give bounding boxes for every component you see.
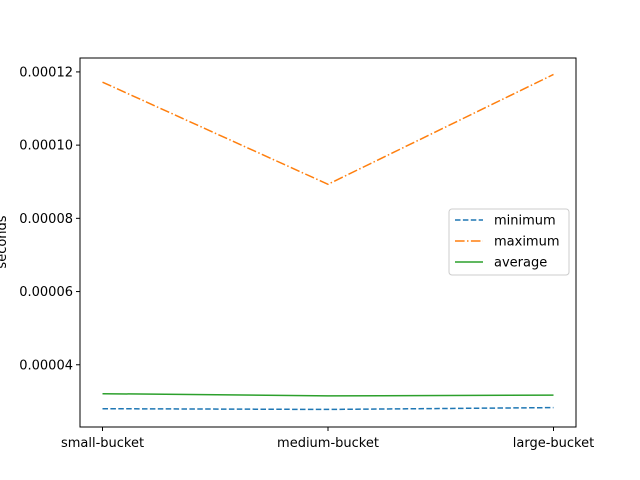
y-tick-label: 0.00008 <box>19 212 73 227</box>
legend-label-maximum: maximum <box>494 235 560 250</box>
y-axis: 0.00004 0.00006 0.00008 0.00010 0.00012 <box>19 65 80 373</box>
legend-label-minimum: minimum <box>494 214 556 229</box>
y-tick-label: 0.00006 <box>19 285 73 300</box>
x-tick-label: small-bucket <box>61 436 144 451</box>
x-tick-label: medium-bucket <box>277 436 379 451</box>
series-layer <box>102 73 554 411</box>
y-tick-label: 0.00004 <box>19 358 73 373</box>
legend-label-average: average <box>494 256 547 271</box>
x-tick-label: large-bucket <box>513 436 594 451</box>
x-axis: small-bucket medium-bucket large-bucket <box>61 427 594 451</box>
y-tick-label: 0.00012 <box>19 65 73 80</box>
y-axis-label: seconds <box>0 215 10 268</box>
y-tick-label: 0.00010 <box>19 139 73 154</box>
legend-box <box>448 208 570 276</box>
legend: minimum maximum average <box>448 208 570 276</box>
